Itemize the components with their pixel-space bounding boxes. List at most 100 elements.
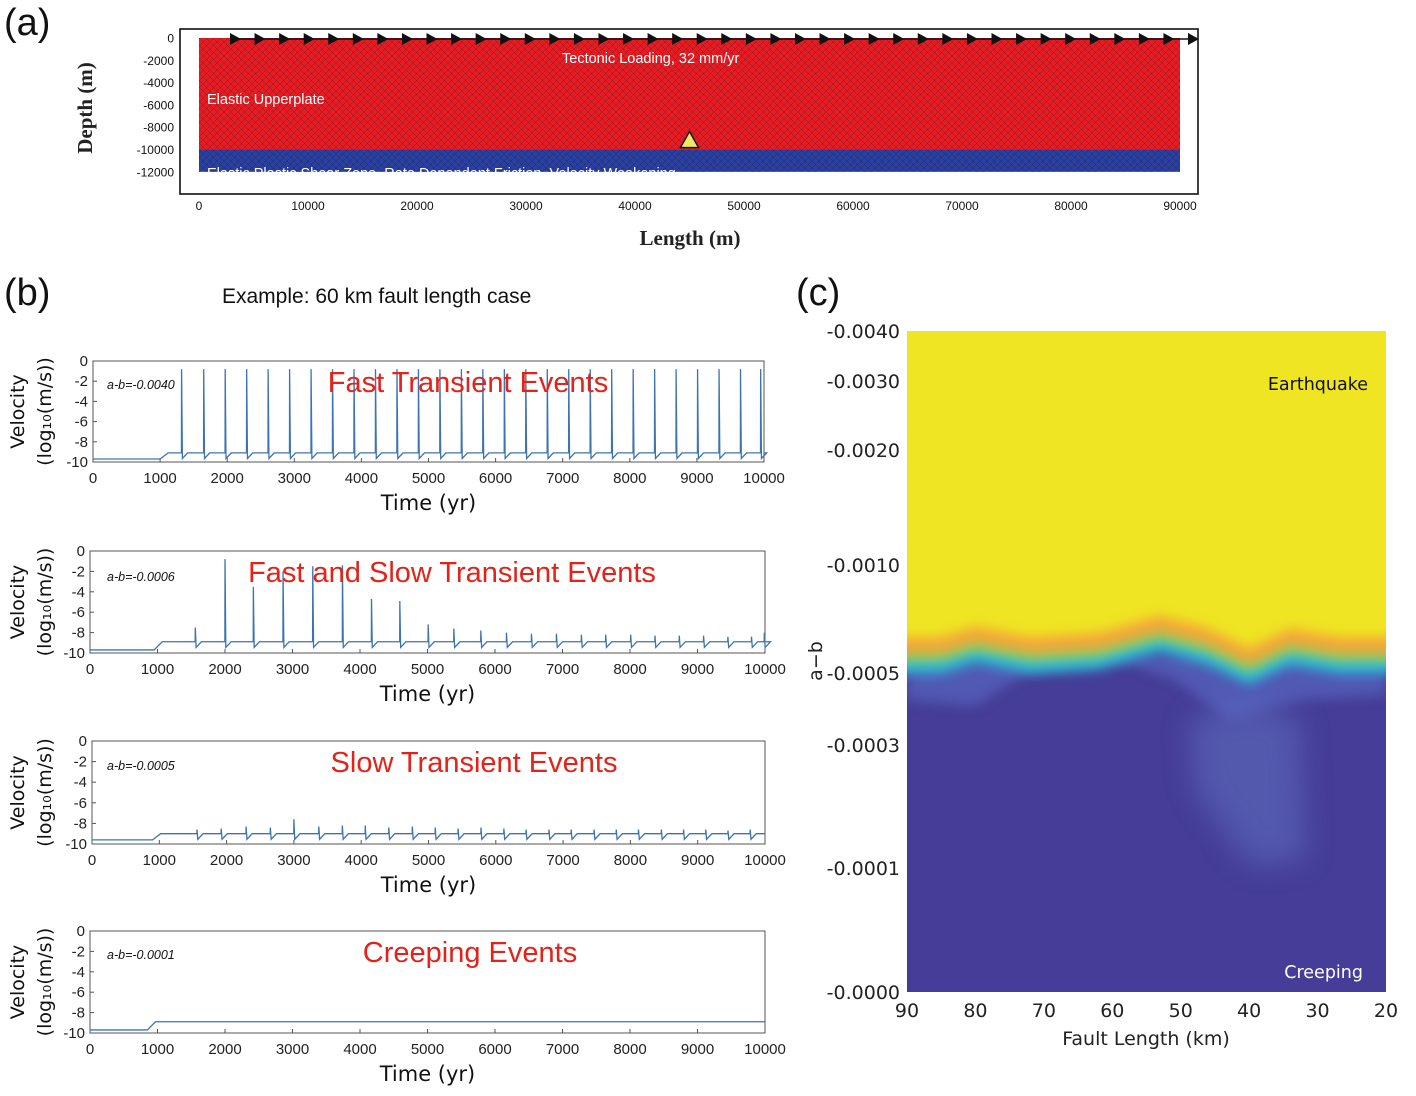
- x-tick-label: 0: [86, 1041, 94, 1058]
- y-tick-label: -0.0020: [827, 440, 900, 462]
- x-tick-label: 5000: [412, 852, 445, 869]
- x-tick-label: 4000: [345, 470, 378, 487]
- loading-arrow-head: [844, 33, 856, 45]
- y-tick-label: -6: [72, 604, 85, 621]
- loading-label: Tectonic Loading, 32 mm/yr: [562, 51, 739, 67]
- loading-arrow-head: [1138, 33, 1150, 45]
- x-tick-label: 3000: [276, 1041, 309, 1058]
- y-tick-label: 0: [77, 923, 85, 940]
- loading-arrow-head: [794, 33, 806, 45]
- x-tick-label: 3000: [278, 470, 311, 487]
- loading-arrow-head: [573, 33, 585, 45]
- loading-arrows: [230, 33, 1199, 45]
- loading-arrow-head: [1040, 33, 1052, 45]
- x-tick-label: 2000: [208, 1041, 241, 1058]
- y-tick-label: -6: [72, 984, 85, 1001]
- loading-arrow-head: [819, 33, 831, 45]
- x-tick-label: 9000: [681, 852, 714, 869]
- y-tick-label: -8: [74, 815, 87, 832]
- x-tick-label: 9000: [681, 1041, 714, 1058]
- velocity-series: [93, 369, 769, 461]
- y-tick-label: -0.0010: [827, 555, 900, 577]
- y-tick-label: -0.0000: [827, 982, 900, 1004]
- x-axis-label: Time (yr): [379, 1062, 476, 1086]
- y-tick-label: -6: [74, 795, 87, 812]
- x-tick-label: 60000: [836, 199, 870, 213]
- loading-arrow-head: [745, 33, 757, 45]
- x-axis-label: Time (yr): [380, 873, 477, 897]
- y-tick-label: -4: [72, 964, 85, 981]
- loading-arrow-head: [352, 33, 364, 45]
- x-tick-label: 90000: [1163, 199, 1197, 213]
- event-type-label: Fast Transient Events: [328, 367, 608, 399]
- layer-mesh-1: [199, 149, 1180, 172]
- y-tick-label: -4: [72, 584, 85, 601]
- x-tick-label: 10000: [744, 1041, 786, 1058]
- x-tick-label: 1000: [141, 1041, 174, 1058]
- loading-arrow-head: [623, 33, 635, 45]
- y-tick-label: -0.0030: [827, 371, 900, 393]
- velocity-chart-4: 0-2-4-6-8-100 1000 2000 3000 4000 5000 6000 700…: [7, 923, 786, 1086]
- loading-arrow-head: [770, 33, 782, 45]
- x-tick-label: 50: [1169, 1000, 1193, 1022]
- x-tick-label: 0: [89, 470, 97, 487]
- y-axis-label-line2: (log₁₀(m/s)): [34, 357, 56, 466]
- x-tick-label: 30000: [509, 199, 543, 213]
- panel-b-title: Example: 60 km fault length case: [222, 285, 532, 308]
- loading-arrow-head: [598, 33, 610, 45]
- y-tick-label: -12000: [137, 165, 175, 179]
- y-tick-label: -10: [66, 454, 88, 471]
- x-tick-label: 6000: [478, 1041, 511, 1058]
- region-label-earthquake: Earthquake: [1268, 375, 1368, 395]
- y-tick-label: -6: [75, 414, 88, 431]
- layer-label-upperplate: Elastic Upperplate: [207, 92, 325, 108]
- loading-arrow-head: [917, 33, 929, 45]
- panel-c-label: (c): [796, 272, 841, 314]
- x-tick-label: 40: [1237, 1000, 1261, 1022]
- y-tick-label: -8000: [143, 121, 174, 135]
- y-axis-label-line1: Velocity: [7, 374, 29, 449]
- y-tick-label: -6000: [143, 98, 174, 112]
- loading-arrow-head: [1089, 33, 1101, 45]
- y-tick-label: -10: [63, 645, 85, 662]
- x-tick-label: 2000: [208, 661, 241, 678]
- loading-arrow-head: [672, 33, 684, 45]
- y-tick-label: 0: [79, 733, 87, 750]
- y-tick-label: -10000: [137, 143, 175, 157]
- velocity-series: [90, 559, 772, 651]
- loading-arrow-head: [696, 33, 708, 45]
- y-tick-label: -8: [72, 625, 85, 642]
- velocity-chart-3: 0-2-4-6-8-100 1000 2000 3000 4000 5000 6000 700…: [7, 733, 786, 897]
- y-axis-label: a−b: [805, 641, 827, 681]
- x-tick-label: 60: [1100, 1000, 1124, 1022]
- x-tick-label: 8000: [613, 1041, 646, 1058]
- loading-arrow-head: [279, 33, 291, 45]
- x-axis-label: Length (m): [640, 226, 741, 250]
- x-tick-label: 3000: [277, 852, 310, 869]
- y-tick-label: -0.0005: [827, 663, 900, 685]
- loading-arrow-head: [426, 33, 438, 45]
- x-tick-label: 2000: [211, 470, 244, 487]
- x-tick-label: 5000: [411, 661, 444, 678]
- x-tick-label: 6000: [478, 661, 511, 678]
- x-tick-label: 0: [88, 852, 96, 869]
- x-tick-label: 9000: [680, 470, 713, 487]
- x-tick-label: 0: [86, 661, 94, 678]
- x-tick-label: 3000: [276, 661, 309, 678]
- loading-arrow-head: [254, 33, 266, 45]
- loading-arrow-head: [1016, 33, 1028, 45]
- x-tick-label: 2000: [210, 852, 243, 869]
- x-tick-label: 7000: [546, 852, 579, 869]
- transition-tail: [1190, 700, 1305, 865]
- velocity-series: [92, 819, 765, 841]
- loading-arrow-head: [451, 33, 463, 45]
- earthquake-region: [907, 331, 1386, 649]
- x-tick-label: 10000: [743, 470, 785, 487]
- x-tick-label: 80000: [1054, 199, 1088, 213]
- panel-a-label: (a): [4, 2, 51, 44]
- x-tick-label: 8000: [613, 470, 646, 487]
- loading-arrow-head: [303, 33, 315, 45]
- y-tick-label: 0: [77, 543, 85, 560]
- loading-arrow-head: [1163, 33, 1175, 45]
- loading-arrow-head: [328, 33, 340, 45]
